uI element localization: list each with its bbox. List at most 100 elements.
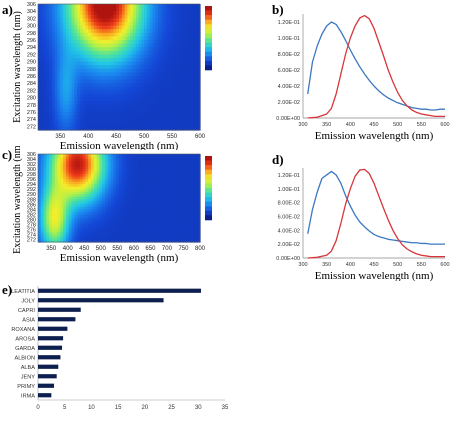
heatmap-cell <box>110 14 115 19</box>
heatmap-cell <box>155 14 159 19</box>
heatmap-cell <box>107 154 112 158</box>
heatmap-cell <box>85 194 89 198</box>
heatmap-cell <box>180 68 184 73</box>
heatmap-cell <box>46 126 50 131</box>
heatmap-cell <box>91 211 95 215</box>
heatmap-cell <box>60 83 64 88</box>
heatmap-cell <box>63 115 67 120</box>
y-tick-label: 300 <box>27 24 36 30</box>
heatmap-cell <box>183 216 187 220</box>
heatmap-cell <box>49 166 53 170</box>
heatmap-cell <box>127 191 131 195</box>
heatmap-cell <box>116 186 120 190</box>
heatmap-cell <box>107 86 112 91</box>
heatmap-cell <box>110 226 115 231</box>
heatmap-cell <box>169 97 173 102</box>
heatmap-cell <box>60 219 64 223</box>
heatmap-cell <box>54 11 59 16</box>
x-tick-label: 500 <box>393 262 402 268</box>
heatmap-cell <box>99 29 103 34</box>
heatmap-cell <box>172 219 176 223</box>
heatmap-cell <box>91 76 95 81</box>
heatmap-cell <box>130 50 134 55</box>
heatmap-cell <box>191 61 196 66</box>
heatmap-cell <box>172 236 176 241</box>
heatmap-cell <box>85 68 89 73</box>
y-tick-label: 6.00E-02 <box>278 68 300 74</box>
heatmap-cell <box>54 76 59 81</box>
bar <box>38 326 68 331</box>
heatmap-cell <box>77 25 81 30</box>
heatmap-cell <box>174 176 179 180</box>
heatmap-cell <box>188 229 193 233</box>
heatmap-cell <box>91 204 95 208</box>
heatmap-cell <box>110 76 115 81</box>
heatmap-cell <box>110 171 115 175</box>
heatmap-cell <box>68 191 73 195</box>
heatmap-cell <box>127 174 131 178</box>
heatmap-cell <box>68 206 73 210</box>
heatmap-cell <box>57 226 61 231</box>
heatmap-cell <box>102 94 106 99</box>
heatmap-cell <box>149 50 154 55</box>
heatmap-cell <box>191 226 196 231</box>
heatmap-cell <box>169 234 173 238</box>
heatmap-cell <box>102 181 106 185</box>
heatmap-cell <box>158 171 162 175</box>
heatmap-cell <box>174 14 179 19</box>
heatmap-cell <box>82 50 87 55</box>
heatmap-cell <box>71 58 75 63</box>
heatmap-cell <box>160 179 165 183</box>
heatmap-cell <box>99 154 103 158</box>
heatmap-cell <box>57 231 61 236</box>
heatmap-cell <box>197 25 201 30</box>
heatmap-cell <box>43 14 47 19</box>
heatmap-cell <box>77 166 81 170</box>
heatmap-cell <box>71 11 75 16</box>
heatmap-cell <box>197 159 201 163</box>
heatmap-cell <box>191 40 196 45</box>
heatmap-cell <box>194 204 198 208</box>
heatmap-cell <box>119 83 123 88</box>
heatmap-cell <box>99 94 103 99</box>
heatmap-cell <box>49 47 53 52</box>
heatmap-cell <box>99 104 103 109</box>
heatmap-cell <box>172 156 176 160</box>
heatmap-cell <box>68 122 73 127</box>
heatmap-cell <box>63 214 67 218</box>
heatmap-cell <box>85 122 89 127</box>
heatmap-cell <box>74 104 78 109</box>
heatmap-cell <box>158 159 162 163</box>
heatmap-cell <box>177 83 182 88</box>
heatmap-cell <box>65 239 70 243</box>
heatmap-cell <box>146 156 151 160</box>
heatmap-cell <box>141 104 145 109</box>
heatmap-cell <box>51 239 56 243</box>
heatmap-cell <box>46 201 50 205</box>
x-tick-label: 700 <box>162 246 173 252</box>
heatmap-cell <box>141 219 145 223</box>
heatmap-cell <box>60 196 64 200</box>
heatmap-cell <box>119 214 123 218</box>
heatmap-cell <box>155 4 159 9</box>
heatmap-cell <box>68 119 73 124</box>
heatmap-cell <box>188 161 193 165</box>
heatmap-cell <box>46 236 50 241</box>
category-label: LEATITIA <box>11 289 35 295</box>
heatmap-cell <box>116 191 120 195</box>
heatmap-cell <box>110 43 115 48</box>
heatmap-cell <box>91 122 95 127</box>
eem-heatmap-a: 2722742762782802822842862882902922942962… <box>12 2 212 150</box>
heatmap-cell <box>113 76 117 81</box>
heatmap-cell <box>79 47 84 52</box>
heatmap-cell <box>79 18 84 23</box>
heatmap-cell <box>169 159 173 163</box>
heatmap-cell <box>197 204 201 208</box>
heatmap-cell <box>119 184 123 188</box>
heatmap-cell <box>197 29 201 34</box>
heatmap-cell <box>49 231 53 236</box>
heatmap-cell <box>144 25 148 30</box>
heatmap-cell <box>183 221 187 225</box>
heatmap-cell <box>155 61 159 66</box>
heatmap-cell <box>149 4 154 9</box>
